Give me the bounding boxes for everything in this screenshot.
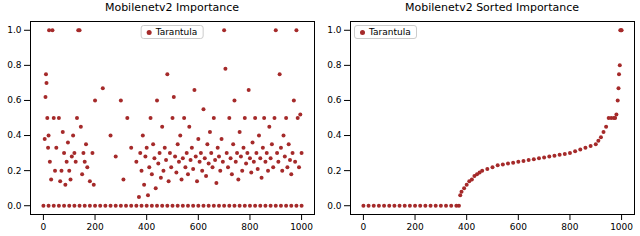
html-text:Tarantula: Tarantula [155,27,198,37]
svg-text:0.2: 0.2 [7,166,21,176]
svg-text:1.0: 1.0 [327,25,342,35]
svg-text:600: 600 [190,222,207,232]
svg-text:0: 0 [41,222,47,232]
svg-text:400: 400 [458,222,475,232]
svg-text:800: 800 [561,222,578,232]
html-text:Tarantula: Tarantula [369,27,411,37]
svg-text:0.2: 0.2 [327,166,341,176]
svg-text:200: 200 [406,222,423,232]
svg-text:1000: 1000 [610,222,633,232]
svg-text:600: 600 [510,222,527,232]
svg-text:0.6: 0.6 [327,95,342,105]
html-text:Mobilenetv2 Sorted Importance: Mobilenetv2 Sorted Importance [405,1,579,14]
svg-text:0: 0 [361,222,367,232]
svg-text:0.4: 0.4 [7,130,22,140]
svg-text:800: 800 [241,222,258,232]
svg-text:400: 400 [138,222,155,232]
svg-text:200: 200 [86,222,103,232]
svg-text:0.0: 0.0 [327,201,342,211]
svg-text:0.8: 0.8 [327,60,342,70]
svg-text:0.0: 0.0 [7,201,22,211]
svg-text:0.8: 0.8 [7,60,22,70]
svg-text:0.6: 0.6 [7,95,22,105]
svg-text:1000: 1000 [290,222,313,232]
html-text:Mobilenetv2 Importance: Mobilenetv2 Importance [104,1,240,14]
svg-text:1.0: 1.0 [7,25,22,35]
svg-text:0.4: 0.4 [327,130,342,140]
